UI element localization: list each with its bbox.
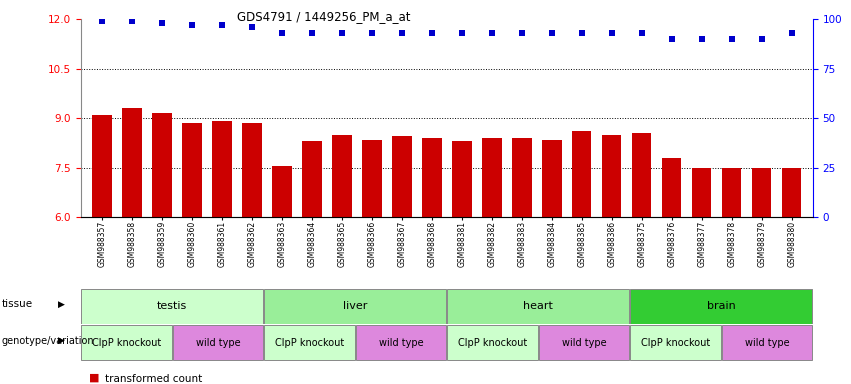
Text: liver: liver — [343, 301, 368, 311]
Point — [665, 36, 678, 42]
Bar — [356, 325, 446, 360]
Text: transformed count: transformed count — [105, 374, 202, 384]
Point — [755, 36, 768, 42]
Bar — [265, 325, 355, 360]
Bar — [448, 289, 629, 324]
Bar — [722, 167, 741, 217]
Point — [275, 30, 288, 36]
Text: wild type: wild type — [196, 338, 240, 348]
Bar — [542, 139, 562, 217]
Point — [515, 30, 528, 36]
Bar — [632, 133, 652, 217]
Bar — [92, 115, 111, 217]
Text: wild type: wild type — [562, 338, 606, 348]
Point — [785, 30, 798, 36]
Text: testis: testis — [157, 301, 187, 311]
Point — [575, 30, 589, 36]
Point — [695, 36, 709, 42]
Text: ClpP knockout: ClpP knockout — [641, 338, 710, 348]
Point — [155, 20, 168, 26]
Point — [635, 30, 648, 36]
Bar — [182, 123, 202, 217]
Point — [335, 30, 349, 36]
Bar — [265, 289, 446, 324]
Point — [725, 36, 739, 42]
Bar — [512, 138, 532, 217]
Bar — [173, 325, 263, 360]
Text: ■: ■ — [89, 372, 100, 382]
Text: GDS4791 / 1449256_PM_a_at: GDS4791 / 1449256_PM_a_at — [237, 10, 410, 23]
Bar — [422, 138, 442, 217]
Text: ClpP knockout: ClpP knockout — [275, 338, 344, 348]
Bar — [448, 325, 538, 360]
Bar — [302, 141, 322, 217]
Bar — [272, 166, 292, 217]
Point — [485, 30, 499, 36]
Bar — [782, 167, 802, 217]
Point — [425, 30, 438, 36]
Text: ▶: ▶ — [58, 336, 65, 345]
Text: wild type: wild type — [379, 338, 423, 348]
Point — [605, 30, 619, 36]
Point — [545, 30, 558, 36]
Text: wild type: wild type — [745, 338, 789, 348]
Bar — [631, 325, 721, 360]
Bar — [692, 167, 711, 217]
Bar — [482, 138, 501, 217]
Bar — [752, 167, 772, 217]
Text: ClpP knockout: ClpP knockout — [92, 338, 161, 348]
Bar — [212, 121, 231, 217]
Bar — [572, 131, 591, 217]
Point — [95, 18, 109, 24]
Bar — [82, 325, 172, 360]
Point — [215, 22, 229, 28]
Point — [305, 30, 318, 36]
Text: ClpP knockout: ClpP knockout — [458, 338, 527, 348]
Bar — [662, 158, 682, 217]
Bar — [122, 108, 141, 217]
Point — [245, 24, 259, 30]
Text: genotype/variation: genotype/variation — [2, 336, 94, 346]
Bar — [631, 289, 812, 324]
Bar — [242, 123, 261, 217]
Point — [365, 30, 379, 36]
Point — [455, 30, 469, 36]
Bar — [722, 325, 812, 360]
Point — [125, 18, 139, 24]
Bar — [362, 139, 381, 217]
Bar — [452, 141, 471, 217]
Bar — [392, 136, 412, 217]
Text: heart: heart — [523, 301, 553, 311]
Text: brain: brain — [707, 301, 735, 311]
Bar — [152, 113, 172, 217]
Text: ▶: ▶ — [58, 300, 65, 309]
Text: tissue: tissue — [2, 299, 33, 310]
Bar — [82, 289, 263, 324]
Bar — [602, 134, 621, 217]
Point — [395, 30, 408, 36]
Bar — [539, 325, 629, 360]
Point — [185, 22, 198, 28]
Bar — [332, 134, 351, 217]
